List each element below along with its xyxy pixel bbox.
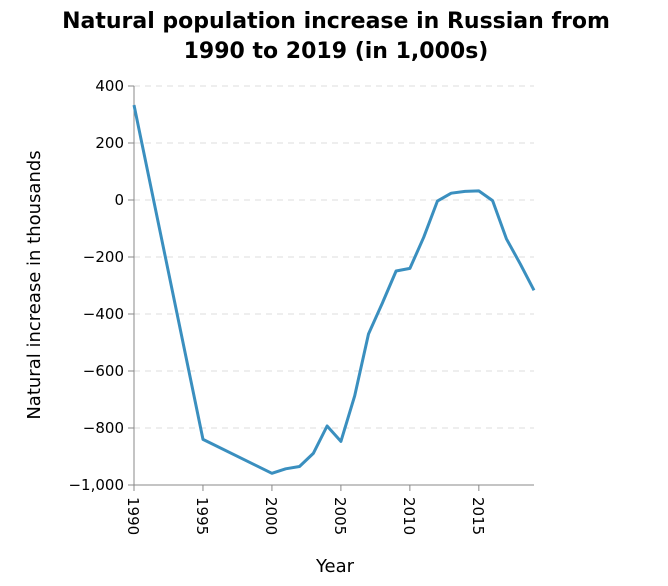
y-axis-title: Natural increase in thousands [24, 150, 45, 419]
grid [134, 85, 534, 429]
chart-title-line-2: 1990 to 2019 (in 1,000s) [184, 39, 489, 64]
series-line-0 [132, 104, 536, 475]
x-tick-label: 2000 [262, 497, 280, 535]
x-tick-label: 1990 [124, 497, 142, 535]
y-tick-label: −800 [83, 419, 124, 437]
chart-title-line-1: Natural population increase in Russian f… [62, 9, 610, 34]
x-tick-label: 2010 [400, 497, 418, 535]
y-tick-label: −600 [83, 362, 124, 380]
y-tick-label: 0 [114, 191, 124, 209]
series-layer [132, 104, 536, 475]
x-tick-label: 2015 [469, 497, 487, 535]
y-tick-label: −200 [83, 248, 124, 266]
y-tick-label: −1,000 [68, 476, 124, 494]
x-tick-label: 1995 [193, 497, 211, 535]
x-axis-title: Year [315, 556, 355, 577]
x-tick-label: 2005 [331, 497, 349, 535]
y-tick-label: 200 [95, 134, 124, 152]
y-tick-label: 400 [95, 77, 124, 95]
y-tick-label: −400 [83, 305, 124, 323]
